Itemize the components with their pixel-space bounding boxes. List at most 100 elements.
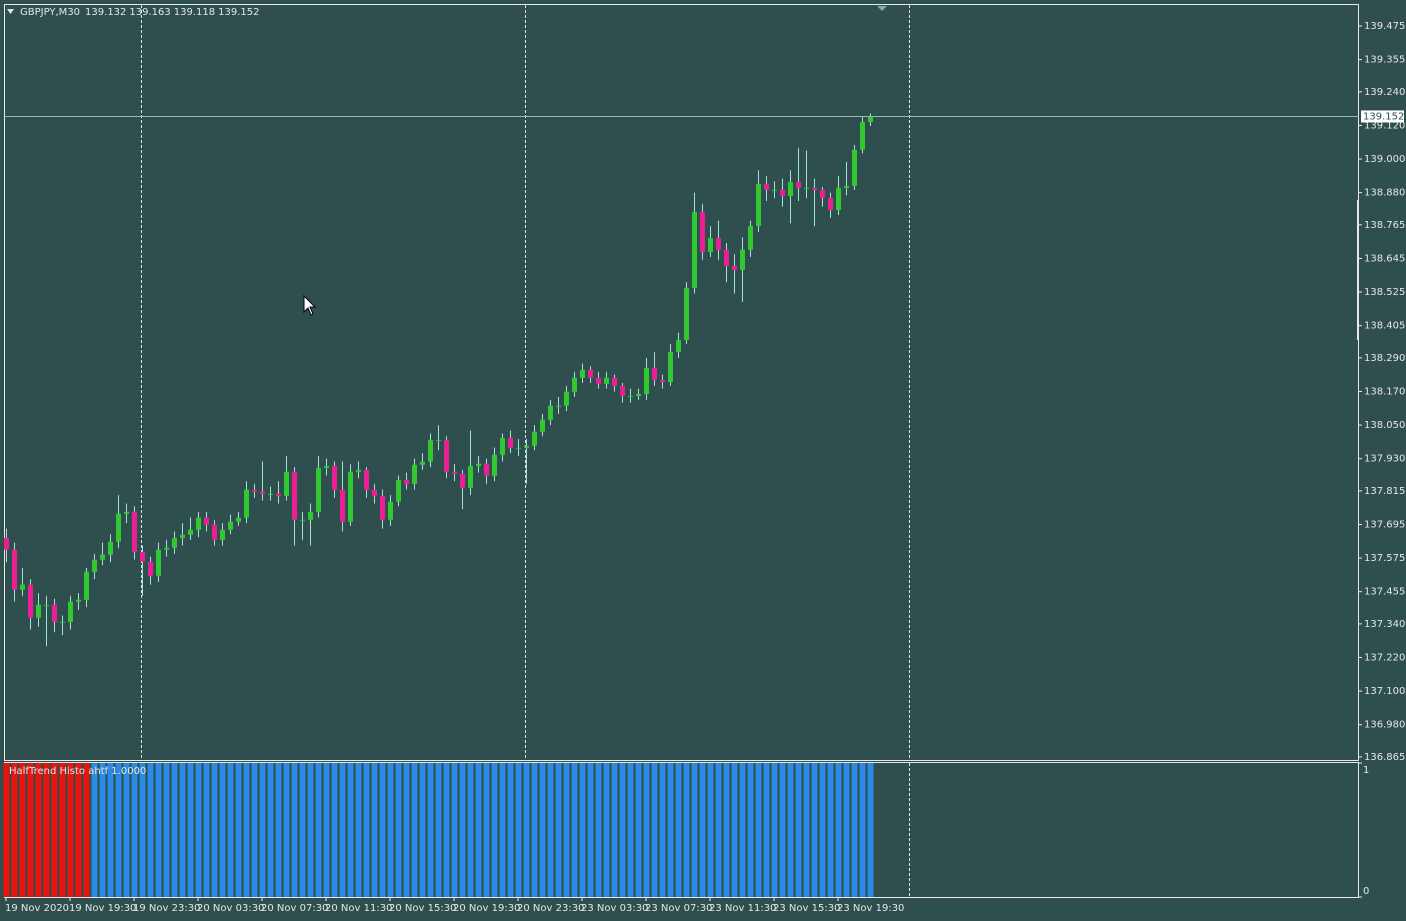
- histogram-bar: [99, 763, 106, 897]
- x-tick-label: 19 Nov 23:30: [133, 903, 200, 914]
- candle-body: [860, 122, 865, 150]
- histogram-bar: [283, 763, 290, 897]
- symbol-menu[interactable]: [7, 9, 14, 14]
- histogram: [3, 763, 874, 897]
- shift-marker[interactable]: [877, 6, 887, 11]
- y-tick-label: 136.980: [1364, 720, 1405, 731]
- histogram-bar: [107, 763, 114, 897]
- histogram-bar: [323, 763, 330, 897]
- x-tick-label: 23 Nov 15:30: [773, 903, 840, 914]
- histogram-bar: [619, 763, 626, 897]
- price-label-box: [1361, 110, 1404, 123]
- candle-body: [364, 469, 369, 490]
- candle-body: [684, 287, 689, 340]
- candle-body: [852, 149, 857, 186]
- symbol: GBPJPY,M30: [20, 7, 80, 18]
- histogram-bar: [315, 763, 322, 897]
- candle-body: [412, 464, 417, 484]
- candle-body: [740, 249, 745, 270]
- histogram-bar: [403, 763, 410, 897]
- candle-body: [20, 584, 25, 590]
- histogram-bar: [387, 763, 394, 897]
- candle-body: [796, 181, 801, 188]
- x-tick-label: 23 Nov 07:30: [645, 903, 712, 914]
- histogram-bar: [379, 763, 386, 897]
- close-value: 139.152: [218, 7, 259, 18]
- x-tick-label: 20 Nov 15:30: [389, 903, 456, 914]
- histogram-bar: [451, 763, 458, 897]
- candle-body: [4, 537, 9, 550]
- histogram-bar: [643, 763, 650, 897]
- histogram-bar: [587, 763, 594, 897]
- candle-body: [732, 266, 737, 270]
- candle-body: [572, 377, 577, 392]
- histogram-bar: [187, 763, 194, 897]
- candle-body: [404, 479, 409, 484]
- candle-body: [708, 237, 713, 252]
- histogram-bar: [163, 763, 170, 897]
- candle-body: [468, 465, 473, 488]
- histogram-bar: [251, 763, 258, 897]
- histogram-bar: [371, 763, 378, 897]
- histogram-bar: [627, 763, 634, 897]
- candle-body: [628, 395, 633, 397]
- candle-body: [652, 367, 657, 380]
- histogram-bar: [547, 763, 554, 897]
- candle-body: [804, 187, 809, 189]
- candle-body: [724, 249, 729, 267]
- candle-body: [244, 489, 249, 518]
- histogram-bar: [523, 763, 530, 897]
- candle-body: [180, 534, 185, 538]
- histogram-bar: [755, 763, 762, 897]
- y-tick-label: 0: [1363, 886, 1369, 897]
- low-value: 139.118: [174, 7, 215, 18]
- histogram-bar: [771, 763, 778, 897]
- histogram-bar: [691, 763, 698, 897]
- histogram-bar: [699, 763, 706, 897]
- histogram-bar: [155, 763, 162, 897]
- histogram-bar: [603, 763, 610, 897]
- histogram-bar: [731, 763, 738, 897]
- histogram-bar: [259, 763, 266, 897]
- indicator-label: HalfTrend Histo ahtf 1.0000: [9, 766, 146, 777]
- candle-body: [324, 465, 329, 468]
- histogram-bar: [211, 763, 218, 897]
- candle-body: [540, 419, 545, 432]
- y-tick-label: 139.120: [1364, 120, 1405, 131]
- histogram-bar: [739, 763, 746, 897]
- histogram-bar: [267, 763, 274, 897]
- histogram-bar: [363, 763, 370, 897]
- histogram-bar: [467, 763, 474, 897]
- candle-body: [748, 225, 753, 250]
- candle-body: [604, 377, 609, 384]
- candle-body: [428, 439, 433, 462]
- candle-body: [116, 513, 121, 542]
- histogram-bar: [339, 763, 346, 897]
- candle-body: [100, 554, 105, 560]
- histogram-bar: [563, 763, 570, 897]
- histogram-bar: [27, 763, 34, 897]
- candle-body: [252, 489, 257, 492]
- candle-body: [124, 511, 129, 514]
- candle-body: [276, 493, 281, 496]
- histogram-bar: [459, 763, 466, 897]
- candle-body: [292, 471, 297, 520]
- candle-body: [620, 385, 625, 396]
- candle-body: [28, 584, 33, 618]
- histogram-bar: [67, 763, 74, 897]
- histogram-bar: [531, 763, 538, 897]
- histogram-bar: [355, 763, 362, 897]
- histogram-bar: [667, 763, 674, 897]
- histogram-bar: [131, 763, 138, 897]
- price-label: 139.152: [1363, 111, 1404, 122]
- histogram-bar: [747, 763, 754, 897]
- candle-body: [172, 537, 177, 548]
- candle-body: [780, 189, 785, 196]
- candle-body: [700, 211, 705, 252]
- candle-body: [788, 181, 793, 196]
- candle-body: [508, 437, 513, 448]
- histogram-bar: [171, 763, 178, 897]
- candle-body: [92, 559, 97, 572]
- candle-body: [828, 197, 833, 210]
- candle-body: [60, 621, 65, 623]
